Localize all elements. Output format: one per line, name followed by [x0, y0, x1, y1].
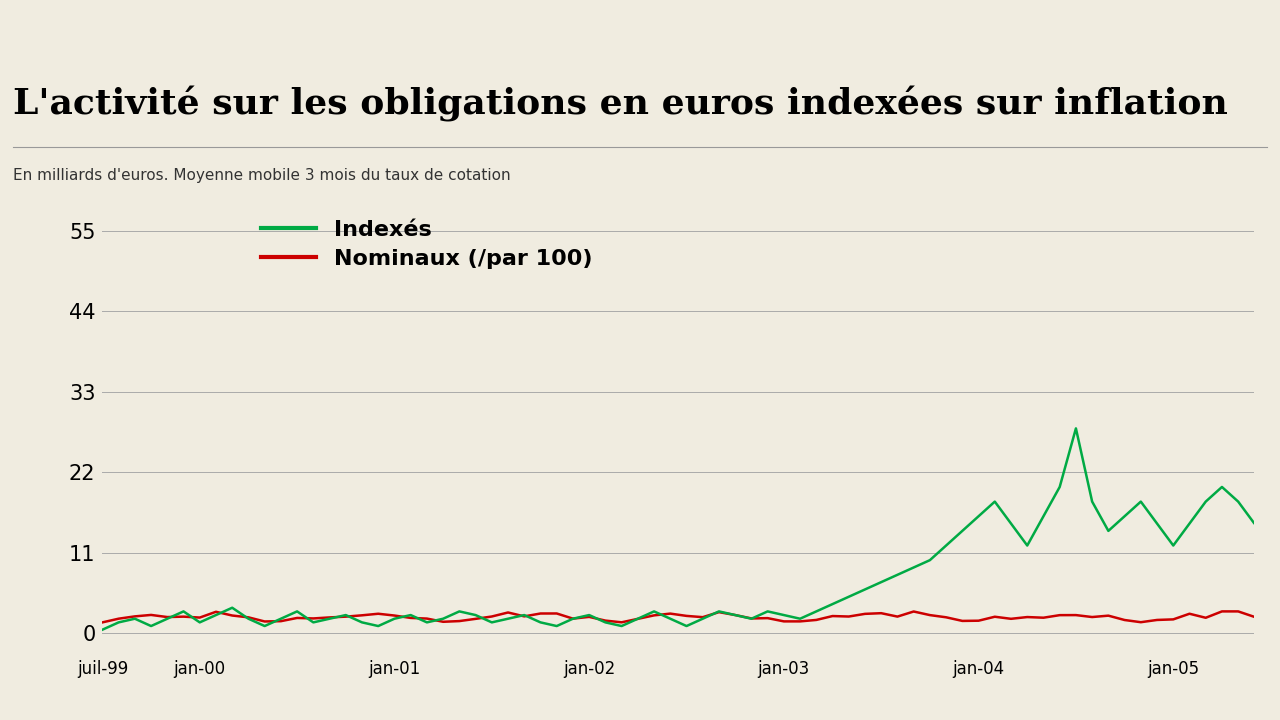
- Text: L'activité sur les obligations en euros indexées sur inflation: L'activité sur les obligations en euros …: [13, 86, 1228, 122]
- Legend: Indexés, Nominaux (/par 100): Indexés, Nominaux (/par 100): [252, 211, 602, 278]
- Text: En milliards d'euros. Moyenne mobile 3 mois du taux de cotation: En milliards d'euros. Moyenne mobile 3 m…: [13, 168, 511, 183]
